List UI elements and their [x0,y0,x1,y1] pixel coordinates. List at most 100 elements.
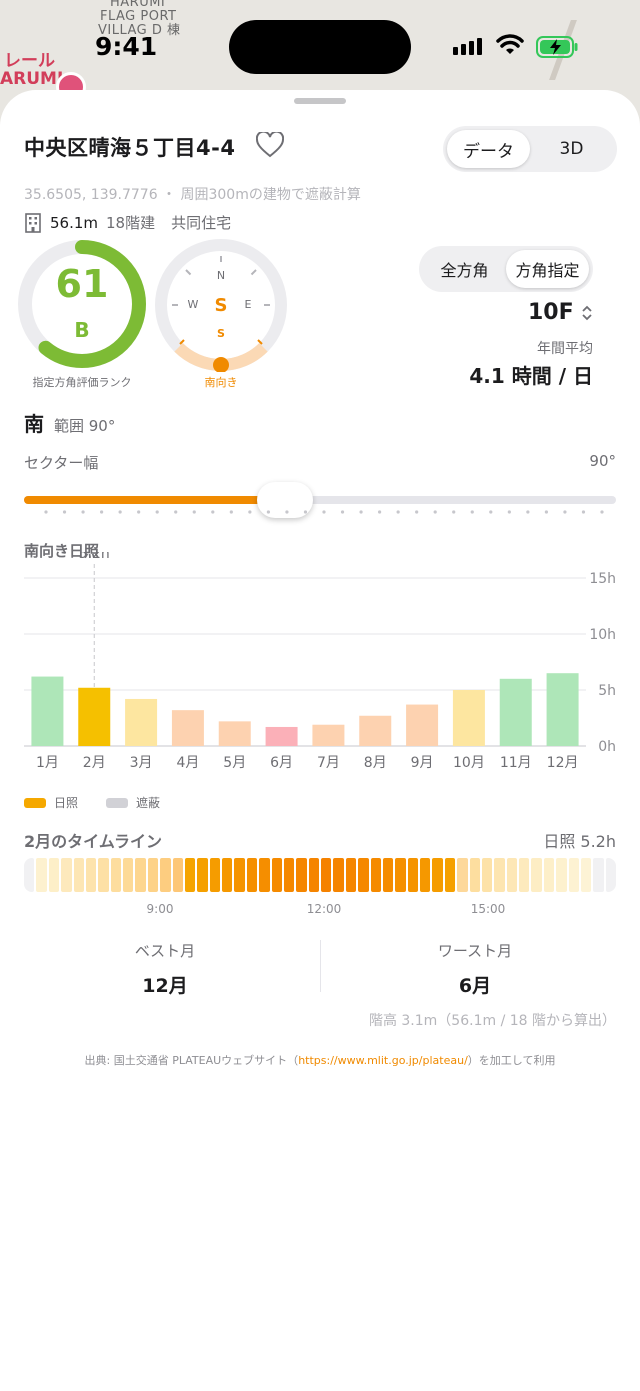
slider-tick [229,510,233,514]
timeline-cell [506,858,517,892]
compass-sector-edge [257,339,263,345]
timeline-cell [48,858,60,892]
slider-tick [415,510,419,514]
timeline-cell [568,858,579,892]
sector-slider-fill [24,496,261,504]
timeline-ticks: 9:00 12:00 15:00 [24,902,616,918]
slider-tick [470,510,474,514]
dynamic-island [229,20,411,74]
sheet-grabber[interactable] [294,98,346,104]
timeline-cell [593,858,604,892]
timeline-cell [457,858,468,892]
slider-tick [62,510,67,514]
bar[interactable] [452,690,485,746]
direction-heading: 南 範囲 90° [24,408,115,437]
timeline-cell [432,858,443,892]
tab-all-directions[interactable]: 全方角 [440,261,489,280]
worst-month-value: 6月 [458,975,492,997]
x-tick-label: 9月 [411,755,434,771]
bar[interactable] [125,698,158,746]
bar[interactable] [171,710,204,746]
slider-tick [452,510,456,514]
compass-handle[interactable] [213,357,229,372]
timeline-cell [73,858,84,892]
compass-caption: 南向き [204,376,238,389]
timeline-cell [543,858,555,892]
tab-specified-direction[interactable]: 方角指定 [506,250,589,288]
bar[interactable] [359,715,392,746]
x-tick-label: 10月 [453,755,485,771]
compass-dial[interactable]: N W E S S [154,238,288,372]
timeline-cell [345,858,357,892]
slider-tick [378,510,382,514]
timeline-cell [444,858,456,892]
source-link[interactable]: https://www.mlit.go.jp/plateau/ [298,1054,468,1067]
compass-s-direction: S [215,295,228,316]
legend-label: 日照 [54,796,79,810]
bar[interactable] [78,687,111,746]
tab-data[interactable]: データ [447,130,530,168]
timeline-cell [308,858,319,892]
slider-tick [137,510,141,514]
bar[interactable] [312,724,345,746]
bar[interactable] [265,726,298,746]
x-tick-label: 11月 [500,755,532,771]
timeline-cell [296,858,307,892]
page-title: 中央区晴海５丁目4-4 [24,136,236,160]
timeline-total: 日照 5.2h [543,832,616,851]
slider-tick [396,510,400,514]
best-month-label: ベスト月 [134,942,196,960]
bar[interactable] [499,678,532,746]
status-time: 9:41 [95,32,158,61]
floor-value: 10F [528,300,574,325]
best-month: ベスト月 12月 [60,940,270,998]
x-tick-label: 2月 [83,755,106,771]
direction-name: 南 [24,412,44,436]
score-arc [18,240,146,368]
x-tick-label: 8月 [364,755,387,771]
source-suffix: ）を加工して利用 [467,1054,556,1067]
compass-e: E [245,298,252,311]
bar[interactable] [31,676,64,746]
slider-tick [285,510,289,514]
chart-legend: 日照 遮蔽 [24,794,178,811]
favorite-heart-icon[interactable] [256,132,284,158]
sector-slider-thumb[interactable] [256,482,313,518]
timeline-cell [519,858,530,892]
monthly-sunlight-chart: 0h 5h 10h 15h 1月 2月 5.2h 3月 4月 5月 6月 7月 8月 9月 10月 11月 12… [24,552,616,771]
bar[interactable] [406,704,439,746]
bar[interactable] [218,721,251,746]
slider-tick [340,510,345,514]
timeline-cell [135,858,146,892]
score-value: 61 [55,262,109,306]
y-tick-label: 10h [589,627,616,643]
floor-selector[interactable]: 10F [528,300,594,325]
x-tick-label: 3月 [130,755,153,771]
divider [320,940,321,992]
source-attribution: 出典: 国土交通省 PLATEAUウェブサイト（https://www.mlit… [0,1052,640,1068]
tab-3d[interactable]: 3D [559,139,584,159]
compass-tick [185,269,192,276]
slider-tick [322,510,326,514]
timeline-cell [580,858,592,892]
sector-slider-track[interactable] [24,496,616,504]
timeline-cell [370,858,381,892]
slider-tick [174,510,178,514]
slider-tick [581,510,586,514]
slider-tick [507,510,511,514]
map-label: FLAG PORT [100,9,177,24]
x-tick-label: 12月 [547,755,579,771]
worst-month: ワースト月 6月 [370,940,580,998]
timeline-cell [407,858,418,892]
bar[interactable] [546,673,579,746]
slider-tick [44,510,48,514]
direction-mode-control: 全方角 方角指定 [419,246,593,292]
building-type: 共同住宅 [171,214,232,232]
legend-item-sunlight: 日照 [24,794,78,811]
sector-label: セクター幅 [24,454,99,472]
compass-tick [250,269,257,276]
timeline-cell [209,858,220,892]
battery-charging-icon [536,36,578,58]
annual-value: 4.1 時間 / 日 [469,364,593,388]
direction-range: 範囲 90° [54,417,116,435]
